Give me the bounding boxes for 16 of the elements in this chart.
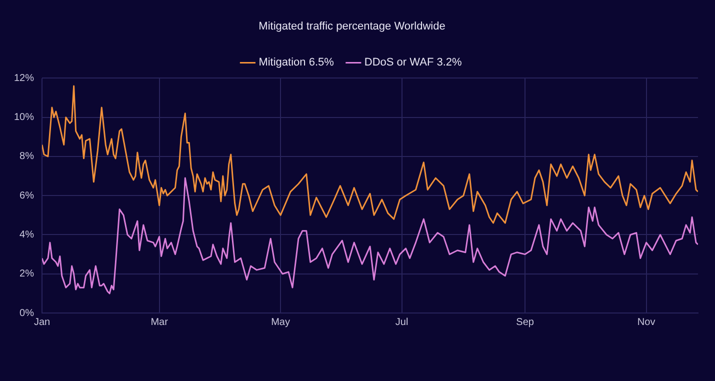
x-tick-label: May (271, 316, 290, 328)
legend-label: Mitigation 6.5% (258, 56, 334, 69)
y-tick-label: 6% (20, 190, 34, 202)
y-tick-label: 10% (14, 112, 34, 124)
y-tick-label: 4% (20, 229, 34, 240)
chart-title: Mitigated traffic percentage Worldwide (258, 20, 446, 33)
x-tick-label: Mar (150, 316, 169, 328)
x-tick-label: Nov (637, 316, 656, 328)
y-tick-label: 2% (20, 268, 34, 280)
x-tick-label: Sep (516, 316, 534, 328)
x-tick-label: Jul (395, 316, 408, 328)
y-tick-label: 8% (20, 151, 34, 162)
y-tick-label: 12% (14, 72, 34, 84)
x-tick-label: Jan (34, 316, 50, 328)
y-tick-label: 0% (20, 308, 34, 319)
legend-label: DDoS or WAF 3.2% (364, 56, 462, 69)
